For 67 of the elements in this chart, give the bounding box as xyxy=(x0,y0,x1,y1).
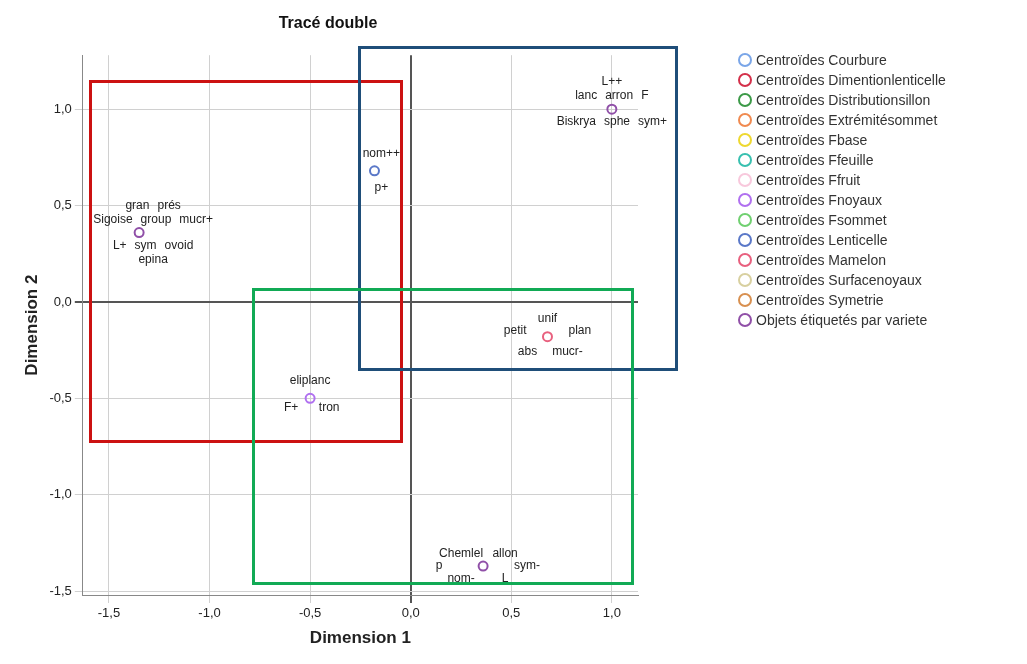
point xyxy=(133,227,145,239)
text: mucr- xyxy=(552,343,583,358)
text: ovoid xyxy=(164,237,194,252)
text: F xyxy=(641,88,649,103)
text: nom- xyxy=(447,570,475,585)
chart-title: Tracé double xyxy=(278,14,378,32)
text: gran xyxy=(125,197,150,212)
legend-label: Centroïdes Fsommet xyxy=(756,212,887,228)
text: unif xyxy=(537,310,558,325)
y-tick-label: 0,0 xyxy=(53,293,72,309)
legend-label: Centroïdes Ffruit xyxy=(756,172,861,188)
text: nom++ xyxy=(362,146,400,161)
point xyxy=(304,392,316,404)
text: eliplanc xyxy=(289,372,331,387)
point xyxy=(541,331,553,343)
x-tick-label: 0,5 xyxy=(502,605,521,621)
text: sym+ xyxy=(638,114,668,129)
legend-label: Centroïdes Symetrie xyxy=(756,292,884,308)
text: plan xyxy=(568,323,592,338)
text: epina xyxy=(138,251,168,266)
text: abs xyxy=(517,343,538,358)
legend-label: Centroïdes Fbase xyxy=(756,132,868,148)
text: Chemlel xyxy=(439,546,484,561)
text: sym- xyxy=(514,558,541,573)
text: arron xyxy=(605,88,634,103)
x-tick-label: -1,0 xyxy=(198,605,221,621)
legend-label: Centroïdes Mamelon xyxy=(756,252,886,268)
point xyxy=(477,560,489,572)
x-tick-label: -0,5 xyxy=(298,605,322,621)
y-axis-title: Dimension 2 xyxy=(21,274,41,376)
text: tron xyxy=(318,399,340,414)
point xyxy=(606,103,618,115)
x-tick-label: 1,0 xyxy=(602,605,621,621)
point xyxy=(368,165,380,177)
legend-label: Centroïdes Surfacenoyaux xyxy=(756,272,922,288)
y-tick-label: 1,0 xyxy=(53,100,72,116)
x-tick-label: 0,0 xyxy=(401,605,420,621)
legend-label: Centroïdes Courbure xyxy=(756,52,887,68)
legend-label: Centroïdes Fnoyaux xyxy=(756,192,883,208)
text: Biskrya xyxy=(556,114,597,129)
text: p xyxy=(435,558,443,573)
text: Sigoise xyxy=(93,211,133,226)
legend-label: Centroïdes Ffeuille xyxy=(756,152,874,168)
text: sym xyxy=(134,237,157,252)
text: prés xyxy=(157,197,181,212)
x-tick-label: -1,5 xyxy=(97,605,121,621)
legend-label: Centroïdes Distributionsillon xyxy=(756,92,931,108)
y-tick-label: -0,5 xyxy=(49,389,72,405)
text: p+ xyxy=(374,180,389,195)
legend-label: Centroïdes Extrémitésommet xyxy=(756,112,938,128)
text: L++ xyxy=(601,74,623,89)
legend-label: Centroïdes Lenticelle xyxy=(756,232,888,248)
text: petit xyxy=(503,323,527,338)
text: allon xyxy=(492,546,518,561)
text: L xyxy=(501,570,509,585)
text: F+ xyxy=(283,399,299,414)
text: L+ xyxy=(112,237,127,252)
x-axis-title: Dimension 1 xyxy=(309,628,411,648)
y-tick-label: 0,5 xyxy=(53,197,72,213)
y-tick-label: -1,0 xyxy=(49,486,72,502)
text: mucr+ xyxy=(179,211,213,226)
y-tick-label: -1,5 xyxy=(49,582,72,598)
legend-label: Centroïdes Dimentionlenticelle xyxy=(756,72,946,88)
text: group xyxy=(140,211,172,226)
text: sphe xyxy=(604,114,631,129)
text: lanc xyxy=(575,88,598,103)
legend-label: Objets étiquetés par variete xyxy=(756,312,928,328)
